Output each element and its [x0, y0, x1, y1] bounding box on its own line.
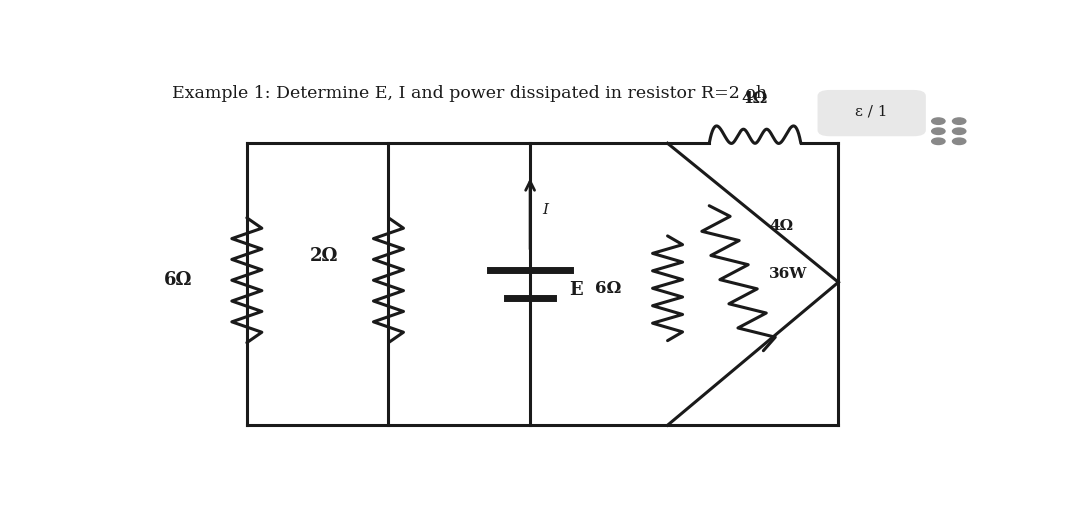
Text: 36W: 36W [770, 267, 807, 281]
Text: E: E [570, 281, 583, 299]
Text: I: I [543, 203, 548, 217]
Text: Example 1: Determine E, I and power dissipated in resistor R=2 oh: Example 1: Determine E, I and power diss… [172, 85, 766, 102]
Text: 4Ω: 4Ω [770, 219, 793, 233]
Text: 6Ω: 6Ω [596, 280, 621, 297]
Text: 6Ω: 6Ω [164, 271, 192, 289]
Circle shape [952, 128, 965, 134]
Circle shape [952, 138, 965, 144]
Text: ε / 1: ε / 1 [856, 104, 888, 118]
FancyBboxPatch shape [817, 90, 926, 137]
Circle shape [932, 118, 945, 124]
Circle shape [932, 138, 945, 144]
Circle shape [952, 118, 965, 124]
Circle shape [932, 128, 945, 134]
Text: 4Ω: 4Ω [742, 90, 769, 107]
Text: 2Ω: 2Ω [310, 247, 339, 265]
